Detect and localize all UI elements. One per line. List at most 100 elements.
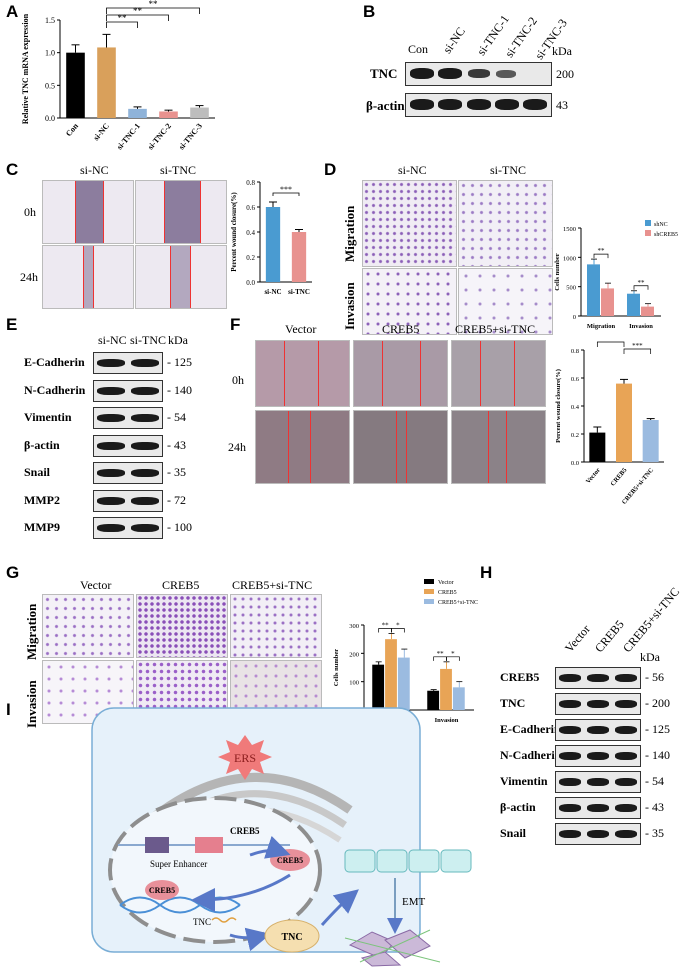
y-tick-label: 0.4 [246, 229, 255, 237]
bar [385, 639, 397, 710]
mesenchymal-cells-icon [344, 929, 441, 967]
y-axis-label: Percent wound closure(%) [230, 192, 238, 272]
super-enhancer-box [145, 837, 169, 853]
blot-row-label: Vimentin [500, 774, 548, 788]
x-tick-label: Invasion [435, 717, 459, 724]
blot-row-label: E-Cadherin [24, 355, 85, 369]
significance-label: ** [149, 0, 159, 9]
y-tick-label: 0.2 [246, 254, 255, 262]
lane-label: CREB5+si-TNC [620, 584, 683, 655]
micrograph [42, 180, 134, 244]
y-tick-label: 1500 [563, 226, 576, 233]
micrograph [255, 410, 350, 484]
bar [190, 107, 209, 118]
bar [128, 108, 147, 118]
blot-size: - 100 [167, 520, 192, 534]
blot-size: 43 [556, 98, 568, 112]
y-tick-label: 100 [349, 680, 359, 687]
x-tick-label: Con [64, 121, 80, 138]
tnc-gene-label: TNC [193, 917, 211, 927]
blot-strip [93, 434, 163, 457]
panel-i-schematic: ERS CREB5 Super Enhancer CREB5 CREB5 TNC… [91, 707, 472, 967]
column-label: si-TNC [490, 163, 526, 177]
significance-bracket [623, 348, 652, 354]
panel-c-chart: 0.0 0.2 0.4 0.6 0.8 Percent wound closure(%) s… [230, 179, 312, 296]
bar [427, 690, 440, 710]
y-tick-label: 0.6 [246, 204, 255, 212]
lane-label: CREB5 [592, 617, 627, 655]
micrograph [458, 268, 553, 335]
kda-label: kDa [168, 333, 188, 347]
x-tick-label: si-TNC-2 [146, 122, 173, 152]
micrograph [135, 245, 227, 309]
bar [601, 288, 614, 316]
kda-label: kDa [552, 44, 572, 58]
bar [97, 47, 116, 118]
blot-strip [93, 352, 163, 374]
blot-row-label: Snail [500, 826, 527, 840]
blot-strip [555, 745, 641, 767]
y-tick-label: 0.0 [45, 114, 55, 123]
row-label: 0h [24, 205, 36, 219]
blot-strip [555, 823, 641, 845]
panel-label-c: C [6, 160, 19, 179]
creb5-protein-label: CREB5 [277, 856, 303, 865]
blot-strip [555, 667, 641, 689]
bar [291, 232, 307, 282]
legend-label: CREB5+si-TNC [438, 600, 478, 606]
panel-d-chart: 0 500 1000 1500 Cells number Migration Invasio… [554, 220, 678, 330]
significance-bracket [391, 628, 405, 633]
x-tick-label: CREB5 [609, 466, 629, 487]
significance-label: ** [118, 13, 128, 23]
micrograph [136, 594, 228, 658]
column-label: si-NC [398, 163, 427, 177]
blot-strip [93, 489, 163, 512]
lane-label: Con [408, 42, 429, 56]
y-tick-label: 0.5 [45, 81, 55, 90]
panel-label-a: A [6, 2, 19, 21]
y-tick-label: 500 [566, 285, 576, 292]
column-label: si-NC [80, 163, 109, 177]
micrograph [353, 410, 448, 484]
y-tick-label: 0 [573, 314, 576, 321]
ers-label: ERS [234, 751, 256, 765]
micrograph [135, 180, 227, 244]
blot-size: - 125 [167, 355, 192, 369]
blot-strip [405, 62, 552, 86]
x-tick-label: Migration [587, 323, 616, 330]
significance-label: * [396, 622, 400, 630]
y-tick-label: 0.2 [571, 432, 579, 439]
x-tick-label: si-TNC-1 [115, 122, 142, 152]
y-tick-label: 0.8 [246, 179, 255, 187]
blot-strip [93, 407, 163, 429]
significance-bracket [446, 656, 460, 661]
blot-strip [555, 693, 641, 715]
column-label: CREB5+si-TNC [455, 322, 536, 336]
panel-label-e: E [6, 315, 18, 334]
blot-size: - 35 [167, 465, 186, 479]
column-label: Vector [285, 322, 317, 336]
blot-strip [555, 719, 641, 741]
y-tick-label: 0.8 [571, 348, 579, 355]
y-axis-label: Percent wound closure(%) [555, 369, 562, 443]
panel-g-chart: 0100200300Cells numberMigrationInvasionV… [333, 579, 478, 724]
bar [589, 432, 606, 462]
bar [627, 293, 640, 316]
bar [440, 668, 452, 710]
significance-bracket [633, 285, 649, 290]
blot-size: - 43 [167, 437, 186, 452]
blot-row-label: TNC [500, 696, 526, 710]
legend-swatch [645, 230, 651, 236]
micrograph [42, 594, 134, 658]
legend-swatch [424, 589, 434, 594]
blot-size: 200 [556, 67, 574, 81]
column-label: CREB5 [162, 578, 200, 592]
blot-row-label: TNC [370, 66, 398, 81]
legend-label: Vector [438, 580, 454, 586]
significance-label: ** [437, 650, 445, 658]
y-tick-label: 1.0 [45, 49, 55, 58]
bar [452, 687, 465, 710]
significance-label: ** [133, 6, 143, 16]
bar [642, 420, 659, 462]
row-label: 0h [232, 373, 244, 387]
